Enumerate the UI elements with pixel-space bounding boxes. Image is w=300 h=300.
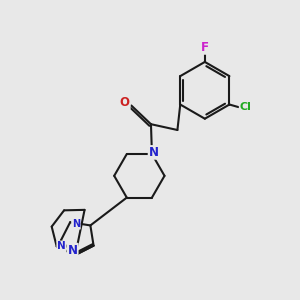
Text: N: N (57, 241, 66, 251)
Text: N: N (72, 219, 80, 229)
Text: F: F (201, 41, 209, 54)
Text: N: N (68, 244, 78, 256)
Text: Cl: Cl (240, 102, 251, 112)
Text: O: O (120, 96, 130, 109)
Text: N: N (148, 146, 158, 159)
